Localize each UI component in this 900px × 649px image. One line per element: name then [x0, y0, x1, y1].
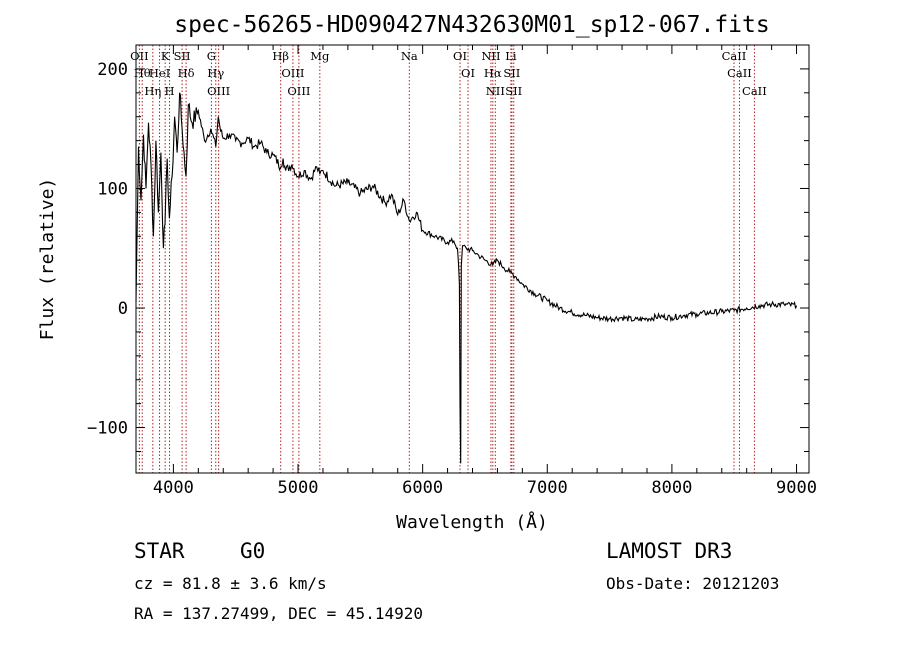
spectral-line-label: OI	[461, 66, 475, 80]
chart-title: spec-56265-HD090427N432630M01_sp12-067.f…	[174, 12, 769, 38]
spectral-line-label: Hγ	[207, 66, 224, 80]
spectral-line-labels: OII Hθ Hη HeI K H SII Hδ G Hγ OIII Hβ OIII OIII Mg Na OI…	[130, 49, 767, 98]
spectral-line-label: Li	[505, 49, 517, 63]
y-tick-label: 0	[118, 299, 128, 319]
object-class: STAR	[134, 539, 185, 563]
spectral-line-label: OIII	[207, 84, 230, 98]
spectral-line-label: Hβ	[272, 49, 289, 63]
x-axis-label: Wavelength (Å)	[396, 511, 548, 533]
observation-date: Obs-Date: 20121203	[606, 574, 780, 593]
x-tick-label: 5000	[278, 478, 319, 498]
spectral-line-label: G	[207, 49, 216, 63]
spectral-line-label: Hη	[144, 84, 161, 98]
x-tick-label: 9000	[776, 478, 817, 498]
object-subclass: G0	[240, 539, 266, 563]
spectral-line-label: OII	[130, 49, 149, 63]
spectral-line-label: K	[161, 49, 170, 63]
x-tick-label: 8000	[651, 478, 692, 498]
plot-frame	[135, 44, 810, 474]
x-tick-label: 6000	[402, 478, 443, 498]
spectral-line-label: HeI	[149, 66, 170, 80]
survey-name: LAMOST DR3	[606, 539, 733, 563]
spectral-line-label: CaII	[727, 66, 752, 80]
spectral-line-label: H	[165, 84, 175, 98]
y-tick-label: −100	[87, 419, 128, 439]
ra-dec-coordinates: RA = 137.27499, DEC = 45.14920	[134, 604, 423, 623]
x-axis-ticks: 4000 5000 6000 7000 8000 9000	[153, 45, 817, 498]
x-tick-label: 7000	[527, 478, 568, 498]
flux-series-line	[135, 92, 798, 464]
spectrum-chart: spec-56265-HD090427N432630M01_sp12-067.f…	[37, 12, 817, 533]
spectral-line-label: SII	[505, 84, 522, 98]
spectral-line-label: Hθ	[134, 66, 151, 80]
y-tick-label: 200	[97, 60, 128, 80]
spectral-line-label: OIII	[281, 66, 304, 80]
redshift-velocity: cz = 81.8 ± 3.6 km/s	[134, 574, 327, 593]
spectral-line-label: OI	[453, 49, 467, 63]
spectral-line-label: Mg	[310, 49, 330, 63]
spectral-line-label: SII	[503, 66, 520, 80]
spectral-line-label: Na	[401, 49, 418, 63]
y-axis-ticks: −100 0 100 200	[87, 44, 809, 452]
spectral-line-markers	[138, 45, 755, 473]
spectral-line-label: NII	[486, 84, 505, 98]
spectral-line-label: Hα	[484, 66, 502, 80]
spectral-line-label: CaII	[722, 49, 747, 63]
spectral-line-label: Hδ	[178, 66, 195, 80]
y-tick-label: 100	[97, 179, 128, 199]
x-tick-label: 4000	[153, 478, 194, 498]
spectral-line-label: SII	[174, 49, 191, 63]
spectral-line-label: NII	[481, 49, 500, 63]
y-axis-label: Flux (relative)	[37, 178, 58, 341]
spectral-line-label: OIII	[287, 84, 310, 98]
spectral-line-label: CaII	[742, 84, 767, 98]
